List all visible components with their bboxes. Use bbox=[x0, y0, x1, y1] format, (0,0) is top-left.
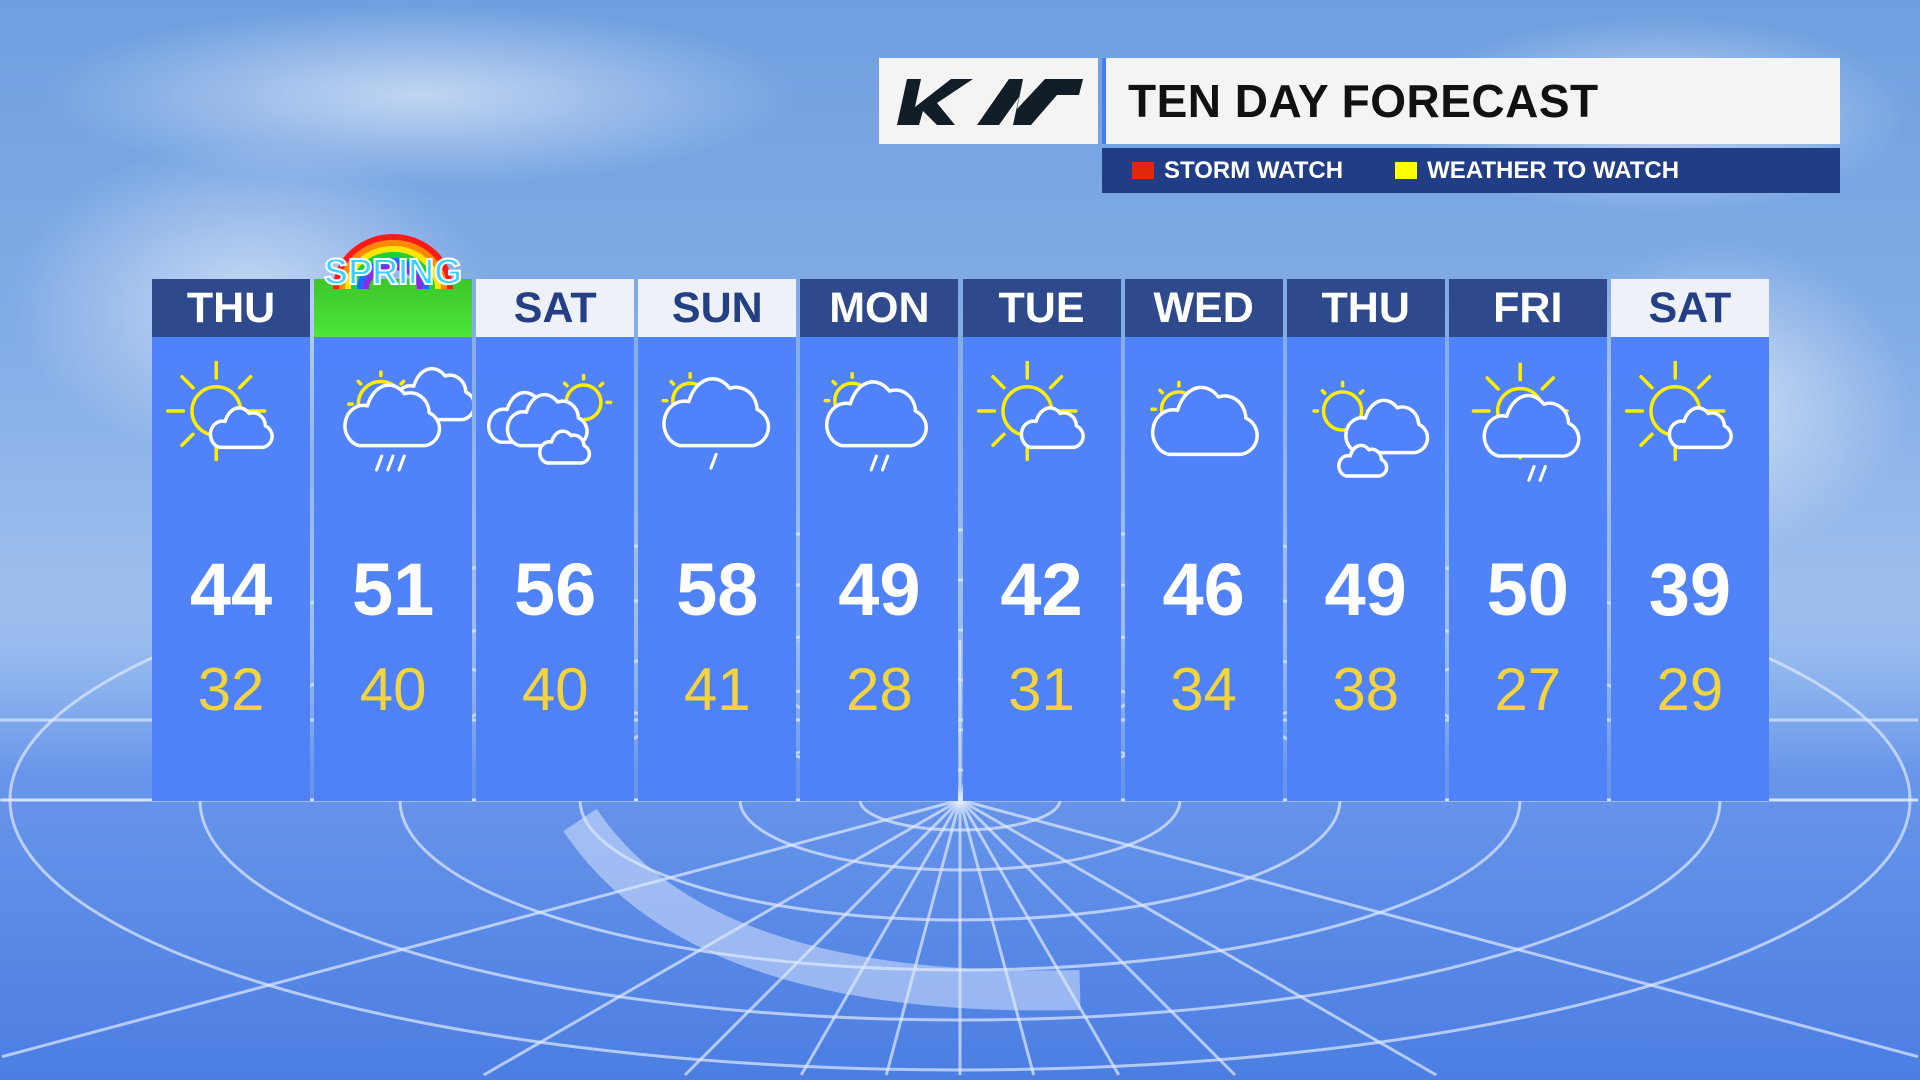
legend-weather-to-watch: WEATHER TO WATCH bbox=[1395, 157, 1679, 185]
mostly-cloudy-icon bbox=[1149, 380, 1259, 457]
small-cloud-icon bbox=[1336, 443, 1388, 478]
day-panel: 44 32 bbox=[152, 337, 310, 801]
day-header: MON bbox=[800, 279, 959, 337]
weather-to-watch-swatch bbox=[1395, 162, 1418, 179]
day-panel: 50 27 bbox=[1448, 337, 1607, 801]
day-column: THU 44 32 bbox=[152, 279, 310, 801]
low-temp: 40 bbox=[521, 656, 589, 723]
rain-icon bbox=[1527, 464, 1547, 482]
day-panel: 42 31 bbox=[962, 337, 1121, 801]
high-temp: 44 bbox=[189, 548, 273, 631]
legend-label: STORM WATCH bbox=[1164, 156, 1344, 184]
cloud-light-rain-icon bbox=[661, 372, 771, 470]
mostly-sunny-icon bbox=[166, 360, 274, 462]
rainbow-icon bbox=[333, 234, 454, 290]
low-temp: 29 bbox=[1656, 656, 1724, 723]
cloud-icon bbox=[1343, 398, 1429, 455]
high-temp: 49 bbox=[1324, 548, 1407, 631]
high-temp: 42 bbox=[1000, 548, 1083, 631]
spring-label: SPRING bbox=[323, 250, 463, 293]
day-panel: 49 28 bbox=[800, 337, 959, 801]
legend-storm-watch: STORM WATCH bbox=[1132, 157, 1343, 185]
day-header: THU bbox=[152, 279, 310, 337]
low-temp: 41 bbox=[683, 656, 751, 723]
low-temp: 34 bbox=[1170, 656, 1237, 723]
day-header: SAT bbox=[476, 279, 635, 337]
cloud-icon bbox=[1150, 385, 1259, 457]
high-temp: 49 bbox=[838, 548, 921, 631]
high-temp: 58 bbox=[676, 548, 759, 631]
cloud-icon bbox=[662, 377, 771, 448]
partly-cloudy-icon bbox=[1311, 380, 1429, 478]
small-cloud-icon bbox=[208, 406, 274, 450]
high-temp: 39 bbox=[1648, 548, 1732, 631]
day-header: SAT bbox=[1610, 279, 1769, 337]
day-panel: 51 40 bbox=[314, 337, 473, 801]
high-temp: 46 bbox=[1162, 548, 1245, 631]
mostly-sunny-icon bbox=[976, 360, 1085, 462]
cloud-icon bbox=[1482, 393, 1581, 458]
day-panel: 49 38 bbox=[1286, 337, 1445, 801]
day-column: THU 49 38 bbox=[1286, 279, 1445, 801]
mostly-sunny-icon bbox=[1624, 360, 1733, 462]
day-column: SAT 39 29 bbox=[1610, 279, 1769, 801]
high-temp: 56 bbox=[514, 548, 597, 631]
high-temp: 51 bbox=[351, 548, 435, 631]
low-temp: 31 bbox=[1008, 656, 1075, 723]
day-column: SUN 58 41 bbox=[638, 279, 797, 801]
low-temp: 27 bbox=[1494, 656, 1562, 723]
low-temp: 40 bbox=[359, 656, 427, 723]
page-title: TEN DAY FORECAST bbox=[1128, 75, 1599, 127]
sun-cloud-rain-icon bbox=[343, 366, 473, 472]
storm-watch-swatch bbox=[1132, 162, 1154, 179]
day-panel: 46 34 bbox=[1124, 337, 1283, 801]
day-header: SUN bbox=[638, 279, 797, 337]
small-cloud-icon bbox=[538, 429, 592, 465]
low-temp: 28 bbox=[846, 656, 913, 723]
low-temp: 38 bbox=[1332, 656, 1400, 723]
title-box: TEN DAY FORECAST bbox=[1102, 58, 1840, 144]
kia-logo bbox=[879, 58, 1098, 144]
small-cloud-icon bbox=[1019, 406, 1085, 450]
spring-badge: SPRING bbox=[314, 234, 473, 337]
cloud-icon bbox=[825, 380, 929, 448]
small-cloud-icon bbox=[1667, 406, 1733, 450]
day-column: MON 49 28 bbox=[800, 279, 959, 801]
legend: STORM WATCH WEATHER TO WATCH bbox=[1102, 148, 1840, 193]
cloud-rain-icon bbox=[823, 372, 929, 472]
rain-icon bbox=[870, 454, 890, 472]
day-panel: 39 29 bbox=[1610, 337, 1769, 801]
cloud-icon bbox=[343, 383, 442, 448]
day-panel: 56 40 bbox=[476, 337, 635, 801]
day-column: TUE 42 31 bbox=[962, 279, 1121, 801]
sun-cloud-showers-icon bbox=[1471, 362, 1581, 482]
day-header: TUE bbox=[962, 279, 1121, 337]
day-column: FRI 50 27 bbox=[1448, 279, 1607, 801]
low-temp: 32 bbox=[197, 656, 265, 723]
day-column: SAT 56 40 bbox=[476, 279, 635, 801]
day-panel: 58 41 bbox=[638, 337, 797, 801]
rain-icon bbox=[375, 454, 406, 472]
day-column: WED 46 34 bbox=[1124, 279, 1283, 801]
day-column: SPRING 51 40 bbox=[314, 234, 473, 801]
clouds-sun-icon bbox=[487, 373, 613, 465]
high-temp: 50 bbox=[1486, 548, 1569, 631]
day-header: FRI bbox=[1448, 279, 1607, 337]
rain-icon bbox=[709, 452, 718, 470]
day-header: WED bbox=[1124, 279, 1283, 337]
day-header: THU bbox=[1286, 279, 1445, 337]
legend-label: WEATHER TO WATCH bbox=[1427, 156, 1680, 184]
